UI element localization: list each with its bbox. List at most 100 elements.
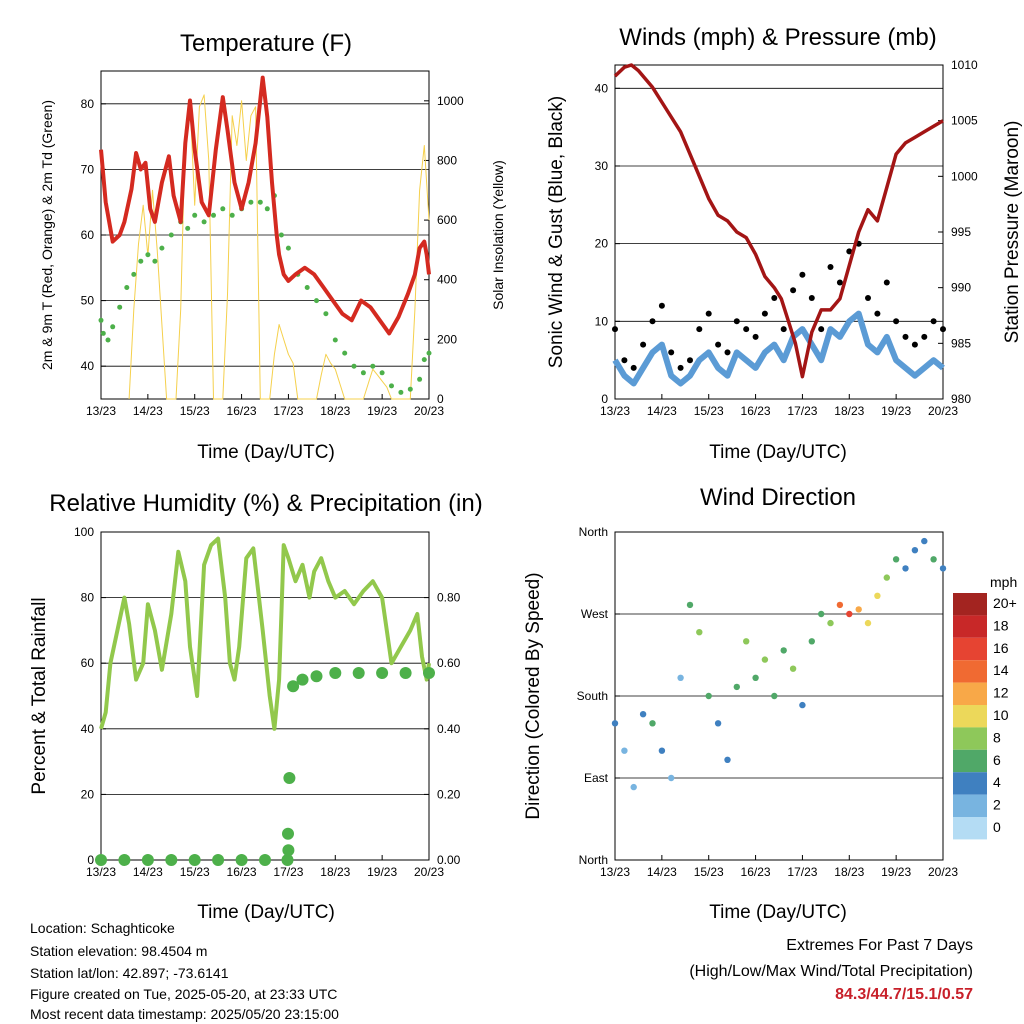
colorbar-swatch bbox=[953, 727, 987, 750]
temperature-series-solar-line bbox=[128, 94, 430, 400]
temperature-x-tick-label: 14/23 bbox=[133, 404, 163, 418]
winds-series-gust-point bbox=[827, 264, 834, 270]
wind_direction-point bbox=[799, 701, 806, 709]
temperature-y2-axis-label: Solar Insolation (Yellow) bbox=[490, 160, 506, 310]
humidity-y-axis-label: Percent & Total Rainfall bbox=[29, 597, 50, 794]
winds-series-gust-point bbox=[883, 279, 890, 286]
winds-y2-tick-label: 995 bbox=[951, 225, 971, 239]
temperature-series-td-point bbox=[379, 370, 385, 376]
temperature-series-td-point bbox=[360, 370, 366, 376]
winds-series-gust-point bbox=[911, 341, 918, 348]
temperature-series-td-point bbox=[351, 363, 357, 369]
temperature-series-td-point bbox=[159, 245, 165, 251]
winds-y2-axis-label: Station Pressure (Maroon) bbox=[1002, 121, 1023, 344]
temperature-series-td-point bbox=[304, 285, 310, 290]
winds-x-tick-label: 15/23 bbox=[694, 404, 724, 418]
temperature-series-td-point bbox=[407, 386, 413, 392]
temperature-series-td-point bbox=[201, 219, 207, 225]
colorbar-label: 4 bbox=[993, 774, 1001, 790]
temperature-series-td-point bbox=[426, 350, 432, 356]
humidity-series-precip-point bbox=[188, 854, 201, 866]
winds-y2-tick-label: 1010 bbox=[951, 58, 978, 72]
winds-series-gust-point bbox=[836, 279, 843, 286]
temperature-y2-tick-label: 1000 bbox=[437, 94, 464, 108]
winds-y-tick-label: 30 bbox=[595, 159, 609, 173]
humidity-y-tick-label: 0 bbox=[87, 853, 94, 867]
wind_direction-point bbox=[818, 610, 825, 618]
winds-series-gust-point bbox=[705, 310, 712, 317]
wind_direction-point bbox=[921, 537, 928, 545]
winds-series-gust-point bbox=[658, 302, 665, 309]
temperature-x-tick-label: 15/23 bbox=[180, 404, 210, 418]
humidity-series-precip-point bbox=[282, 827, 294, 840]
winds-series-gust-point bbox=[799, 271, 806, 278]
temperature-y2-tick-label: 400 bbox=[437, 273, 457, 287]
humidity-y2-tick-label: 0.60 bbox=[437, 656, 461, 670]
colorbar-swatch bbox=[953, 794, 987, 817]
temperature-series-td-point bbox=[131, 271, 137, 277]
footer-elevation: Station elevation: 98.4504 m bbox=[30, 943, 208, 959]
winds-series-pressure-line bbox=[613, 63, 944, 379]
temperature-y-tick-label: 50 bbox=[81, 294, 95, 308]
temperature-series-td-point bbox=[110, 324, 116, 330]
winds-series-gust-point bbox=[893, 318, 900, 325]
wind_direction-x-tick-label: 13/23 bbox=[600, 865, 630, 879]
colorbar-label: 2 bbox=[993, 797, 1001, 813]
winds-series-gust-point bbox=[687, 357, 693, 364]
colorbar-label: 6 bbox=[993, 752, 1001, 768]
humidity-series-precip-point bbox=[259, 854, 271, 866]
humidity-y-tick-label: 80 bbox=[81, 591, 95, 605]
humidity-x-axis-label: Time (Day/UTC) bbox=[197, 902, 335, 923]
temperature-series-td-point bbox=[192, 212, 198, 218]
humidity-x-tick-label: 16/23 bbox=[227, 865, 257, 879]
humidity-series-precip-point bbox=[95, 854, 107, 866]
temperature-series-td-point bbox=[248, 199, 254, 205]
wind_direction-x-axis-label: Time (Day/UTC) bbox=[709, 902, 847, 923]
humidity-series-precip-point bbox=[118, 854, 131, 866]
temperature-series-td-point bbox=[229, 212, 235, 218]
winds-series-gust-point bbox=[743, 326, 750, 333]
humidity-x-tick-label: 20/23 bbox=[414, 865, 444, 879]
wind_direction-point bbox=[696, 629, 703, 636]
winds-y2-tick-label: 990 bbox=[951, 281, 971, 295]
winds-y-tick-label: 10 bbox=[595, 314, 609, 328]
temperature-series-td-point bbox=[185, 225, 191, 231]
winds-series-gust-point bbox=[771, 295, 778, 301]
colorbar-label: 18 bbox=[993, 617, 1009, 633]
temperature-y2-tick-label: 0 bbox=[437, 392, 444, 406]
extremes-values: 84.3/44.7/15.1/0.57 bbox=[835, 986, 973, 1003]
humidity-series-precip-point bbox=[282, 844, 295, 857]
colorbar-label: 20+ bbox=[993, 595, 1017, 611]
humidity-series-precip-point bbox=[329, 667, 342, 679]
wind_direction-point bbox=[677, 674, 684, 681]
colorbar-label: 14 bbox=[993, 662, 1009, 678]
temperature-series-td-point bbox=[417, 376, 423, 382]
temperature-series-td-point bbox=[278, 232, 284, 238]
winds-y2-tick-label: 1000 bbox=[951, 169, 978, 183]
temperature-y2-tick-label: 600 bbox=[437, 213, 457, 227]
winds-x-tick-label: 20/23 bbox=[928, 404, 958, 418]
colorbar-swatch bbox=[953, 749, 987, 773]
humidity-series-precip-point bbox=[212, 854, 225, 866]
temperature-x-tick-label: 20/23 bbox=[414, 404, 444, 418]
humidity-series-precip-point bbox=[287, 680, 300, 693]
colorbar-label: 12 bbox=[993, 685, 1009, 701]
temperature-series-td-point bbox=[145, 252, 151, 258]
wind_direction-point bbox=[855, 606, 862, 613]
temperature-series-td-point bbox=[152, 258, 158, 264]
temperature-y2-tick-label: 800 bbox=[437, 153, 457, 167]
winds-series-gust-point bbox=[940, 326, 946, 333]
wind_direction-point bbox=[639, 711, 647, 718]
winds-series-gust-point bbox=[761, 310, 768, 317]
humidity-series-precip-point bbox=[235, 854, 248, 866]
humidity-series-precip-point bbox=[423, 667, 435, 679]
wind_direction-point bbox=[621, 747, 628, 754]
colorbar-swatch bbox=[953, 817, 987, 840]
temperature-series-td-point bbox=[370, 363, 376, 369]
temperature-title: Temperature (F) bbox=[180, 30, 352, 57]
winds-series-gust-point bbox=[846, 248, 853, 255]
temperature-x-tick-label: 17/23 bbox=[273, 404, 303, 418]
humidity-series-precip-point bbox=[376, 667, 389, 679]
wind_direction-point bbox=[846, 610, 853, 618]
